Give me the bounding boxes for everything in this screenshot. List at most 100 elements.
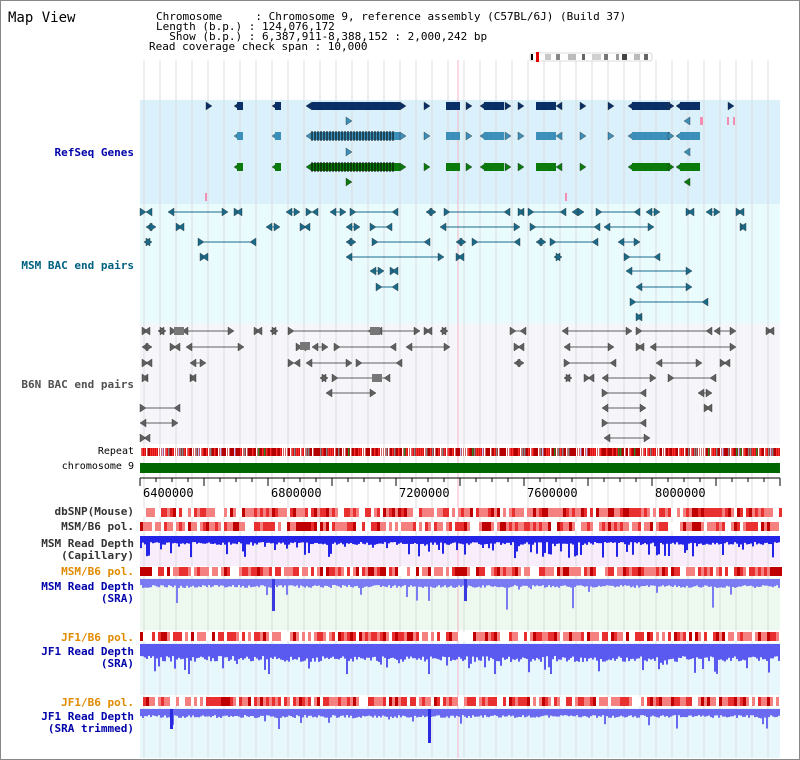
msm-b6-pol-2-cell — [587, 567, 590, 576]
dbsnp-cell — [605, 508, 608, 517]
msm-b6-pol-label-2[interactable]: MSM/B6 pol. — [61, 565, 134, 578]
msm-depth-cap-bar — [328, 536, 330, 557]
jf1-depth-sra-bar — [670, 644, 672, 660]
jf1-b6-pol-2-cell — [395, 697, 398, 706]
refseq-genes-label[interactable]: RefSeq Genes — [54, 146, 134, 159]
jf1-depth-trim-bar — [548, 709, 550, 718]
bac-end — [425, 326, 433, 336]
msm-b6-pol-2-cell — [674, 567, 677, 576]
jf1-depth-sra-bar — [654, 644, 656, 661]
refseq-genes-track[interactable] — [205, 101, 735, 201]
jf1-b6-pol-2-cell — [503, 697, 506, 706]
jf1-b6-pol-cell — [185, 632, 188, 641]
repeat-element — [140, 448, 142, 456]
msm-depth-cap-bar — [444, 536, 446, 544]
msm-depth-cap-bar — [596, 536, 598, 544]
jf1-b6-pol-cell — [212, 632, 215, 641]
msm-depth-sra-bar — [206, 579, 208, 588]
jf1-b6-pol-2-cell — [404, 697, 407, 706]
msm-b6-pol-2-cell — [725, 567, 728, 576]
msm-depth-cap-bar — [178, 536, 180, 547]
gene-exon — [484, 132, 504, 140]
jf1-depth-trim-bar — [484, 709, 486, 716]
msm-b6-pol-cell — [260, 522, 263, 531]
jf1-b6-pol-cell — [197, 632, 200, 641]
jf1-b6-pol-label-2[interactable]: JF1/B6 pol. — [61, 696, 134, 709]
msm-depth-sra-bar — [354, 579, 356, 587]
dbsnp-cell — [305, 508, 308, 517]
jf1-depth-trim-bar — [552, 709, 554, 717]
jf1-depth-sra-bar — [186, 644, 188, 658]
jf1-depth-trim-bar — [164, 709, 166, 716]
msm-bac-label[interactable]: MSM BAC end pairs — [21, 259, 134, 272]
msm-b6-pol-cell — [227, 522, 230, 531]
msm-depth-sra-bar — [238, 579, 240, 586]
jf1-depth-trim-bar — [654, 709, 656, 717]
jf1-b6-pol-cell — [395, 632, 398, 641]
msm-b6-pol-cell — [173, 522, 176, 531]
msm-depth-sra-label-2[interactable]: (SRA) — [100, 592, 134, 605]
dbsnp-cell — [746, 508, 749, 517]
msm-depth-sra-bar — [184, 579, 186, 588]
msm-b6-pol-cell — [695, 522, 698, 531]
bac-end — [647, 222, 655, 232]
msm-depth-sra-bar — [714, 579, 716, 587]
jf1-depth-trimmed-label-2[interactable]: (SRA trimmed) — [47, 722, 134, 735]
msm-depth-cap-bar — [696, 536, 698, 547]
repeat-element — [678, 448, 680, 456]
msm-depth-cap-bar — [154, 536, 156, 543]
msm-depth-cap-bar — [354, 536, 356, 545]
dbsnp-cell — [683, 508, 686, 517]
msm-b6-pol-label[interactable]: MSM/B6 pol. — [61, 520, 134, 533]
msm-bac-track[interactable] — [139, 207, 747, 322]
jf1-b6-pol-2-cell — [767, 697, 770, 706]
msm-depth-capillary-label-1[interactable]: MSM Read Depth — [41, 537, 134, 550]
b6n-bac-track[interactable] — [139, 326, 775, 443]
dbsnp-cell — [308, 508, 311, 517]
bac-end — [653, 252, 661, 262]
jf1-depth-trim-bar — [354, 709, 356, 718]
jf1-depth-trim-bar — [570, 709, 572, 716]
repeat-element — [558, 448, 560, 456]
repeat-element — [162, 448, 164, 456]
msm-depth-sra-bar — [688, 579, 690, 588]
repeat-element — [350, 448, 352, 456]
jf1-depth-trim-bar — [212, 709, 214, 716]
dbsnp-cell — [446, 508, 449, 517]
msm-b6-pol-2-cell — [344, 567, 347, 576]
msm-depth-cap-bar — [544, 536, 546, 553]
jf1-depth-sra-label-1[interactable]: JF1 Read Depth — [41, 645, 134, 658]
jf1-depth-trimmed-label-1[interactable]: JF1 Read Depth — [41, 710, 134, 723]
msm-b6-pol-2-cell — [191, 567, 194, 576]
msm-depth-capillary-label-2[interactable]: (Capillary) — [61, 549, 134, 562]
jf1-b6-pol-cell — [593, 632, 596, 641]
repeat-element — [630, 448, 632, 456]
b6n-bac-label[interactable]: B6N BAC end pairs — [21, 378, 134, 391]
msm-depth-cap-bar — [200, 536, 202, 544]
jf1-b6-pol-label[interactable]: JF1/B6 pol. — [61, 631, 134, 644]
msm-depth-sra-label-1[interactable]: MSM Read Depth — [41, 580, 134, 593]
jf1-depth-sra-bar — [648, 644, 650, 659]
msm-depth-cap-bar — [616, 536, 618, 557]
dbsnp-label[interactable]: dbSNP(Mouse) — [54, 505, 134, 518]
jf1-b6-pol-cell — [488, 632, 491, 641]
msm-depth-sra-bar — [576, 579, 578, 586]
chromosome-ideogram[interactable] — [529, 52, 653, 62]
jf1-b6-pol-2-cell — [773, 697, 776, 706]
msm-b6-pol-2-cell — [506, 567, 509, 576]
repeat-element — [322, 448, 324, 456]
bac-end — [377, 266, 385, 276]
jf1-depth-trim-bar — [314, 709, 316, 717]
dbsnp-cell — [251, 508, 254, 517]
jf1-b6-pol-2-cell — [272, 697, 275, 706]
jf1-depth-sra-label-2[interactable]: (SRA) — [100, 657, 134, 670]
chromosome-bar-fill — [140, 463, 780, 473]
msm-depth-cap-bar — [756, 536, 758, 545]
jf1-b6-pol-2-cell — [623, 697, 626, 706]
jf1-b6-pol-2-cell — [500, 697, 503, 706]
jf1-b6-pol-cell — [755, 632, 758, 641]
jf1-b6-pol-cell — [320, 632, 323, 641]
msm-depth-cap-bar — [530, 536, 532, 553]
msm-depth-cap-bar — [584, 536, 586, 544]
jf1-b6-pol-cell — [422, 632, 425, 641]
